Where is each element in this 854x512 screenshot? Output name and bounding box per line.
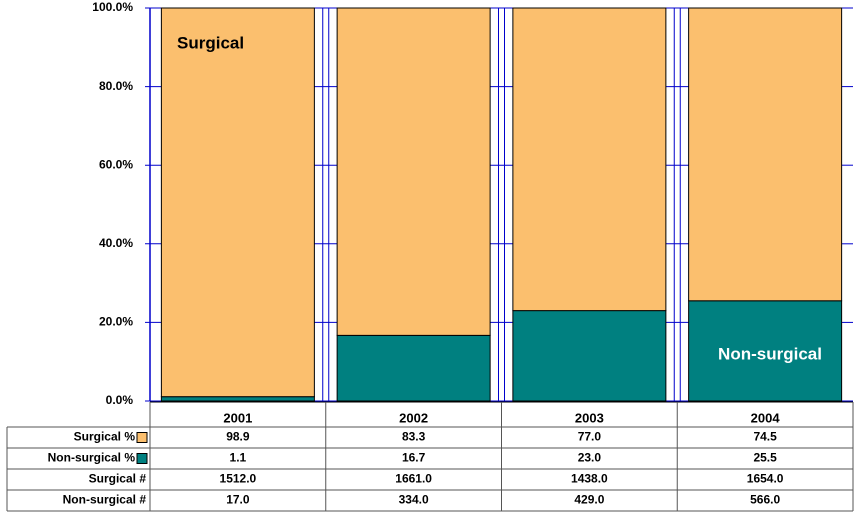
x-tick-label: 2004 — [751, 410, 781, 425]
y-tick-label: 0.0% — [106, 393, 134, 407]
table-cell: 1512.0 — [220, 472, 257, 486]
table-cell: 1654.0 — [747, 472, 784, 486]
table-cell: 566.0 — [750, 493, 780, 507]
table-cell: 1.1 — [230, 451, 247, 465]
table-cell: 23.0 — [578, 451, 602, 465]
y-tick-label: 20.0% — [99, 315, 133, 329]
bar-segment — [336, 7, 491, 336]
table-cell: 1438.0 — [571, 472, 608, 486]
table-cell: 1661.0 — [395, 472, 432, 486]
table-cell: 17.0 — [226, 493, 250, 507]
table-cell: 83.3 — [402, 430, 426, 444]
row-label: Non-surgical % — [48, 451, 136, 465]
annotation: Non-surgical — [718, 344, 822, 363]
x-tick-label: 2003 — [575, 410, 604, 425]
table-cell: 74.5 — [753, 430, 777, 444]
table-cell: 334.0 — [399, 493, 429, 507]
x-tick-label: 2001 — [223, 410, 252, 425]
row-label: Non-surgical # — [63, 493, 147, 507]
bar-segment — [688, 300, 843, 402]
bar-segment — [336, 334, 491, 402]
y-tick-label: 40.0% — [99, 236, 133, 250]
legend-key — [136, 432, 148, 443]
table-cell: 16.7 — [402, 451, 426, 465]
table-cell: 77.0 — [578, 430, 602, 444]
row-label: Surgical % — [74, 430, 136, 444]
x-tick-label: 2002 — [399, 410, 428, 425]
table-cell: 98.9 — [226, 430, 250, 444]
table-cell: 429.0 — [574, 493, 604, 507]
bar-segment — [688, 7, 843, 302]
legend-key — [136, 453, 148, 464]
bar-segment — [512, 7, 667, 312]
bar-segment — [160, 7, 315, 398]
bar-segment — [160, 396, 315, 402]
row-label: Surgical # — [89, 472, 147, 486]
y-tick-label: 100.0% — [92, 0, 133, 14]
annotation: Surgical — [177, 33, 244, 52]
bar-segment — [512, 310, 667, 402]
y-tick-label: 60.0% — [99, 157, 133, 171]
table-cell: 25.5 — [753, 451, 777, 465]
y-tick-label: 80.0% — [99, 79, 133, 93]
